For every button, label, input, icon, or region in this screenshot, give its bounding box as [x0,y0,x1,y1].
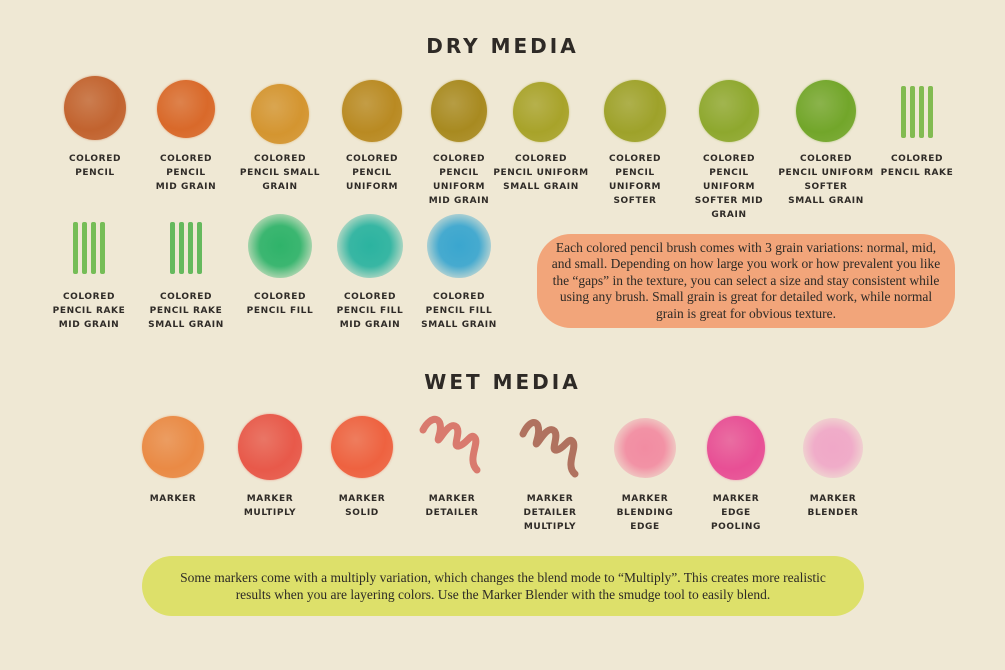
squiggle-stroke [419,416,481,474]
swatch-blob [331,416,393,478]
swatch-blob [251,84,309,144]
swatch-label: MARKER DETAILER [425,494,479,518]
swatch-label: COLORED PENCIL SMALL GRAIN [239,154,321,192]
swatch-label: COLORED PENCIL FILL [246,292,314,316]
swatch-label: COLORED PENCIL FILL SMALL GRAIN [421,292,497,330]
swatch-blob [699,80,759,142]
grain-variations-note: Each colored pencil brush comes with 3 g… [537,234,955,328]
swatch-blob [342,80,402,142]
swatch-label: COLORED PENCIL RAKE MID GRAIN [52,292,126,330]
swatch-blob [604,80,666,142]
rake-strokes [901,86,933,138]
swatch-label: MARKER EDGE POOLING [710,494,762,532]
swatch-blob [142,416,204,478]
swatch-label: MARKER [149,494,197,504]
wet-media-title: WET MEDIA [424,370,581,394]
swatch-blob [707,416,765,480]
swatch-blob [614,418,676,478]
swatch-label: MARKER BLENDING EDGE [616,494,674,532]
swatch-label: COLORED PENCIL UNIFORM SOFTER MID GRAIN [694,154,764,220]
swatch-label: MARKER BLENDER [807,494,859,518]
swatch-label: COLORED PENCIL RAKE SMALL GRAIN [148,292,224,330]
swatch-blob [513,82,569,142]
swatch-blob [248,214,312,278]
grain-variations-text: Each colored pencil brush comes with 3 g… [551,239,941,321]
rake-strokes [170,222,202,274]
swatch-label: MARKER SOLID [338,494,386,518]
swatch-label: COLORED PENCIL UNIFORM SMALL GRAIN [493,154,589,192]
swatch-label: MARKER MULTIPLY [243,494,297,518]
swatch-blob [157,80,215,138]
swatch-blob [803,418,863,478]
squiggle-stroke [519,419,579,478]
swatch-label: COLORED PENCIL RAKE [880,154,954,178]
multiply-variation-text: Some markers come with a multiply variat… [180,570,826,602]
swatch-label: COLORED PENCIL MID GRAIN [155,154,217,192]
swatch-blob [64,76,126,140]
swatch-label: MARKER DETAILER MULTIPLY [523,494,577,532]
rake-strokes [73,222,105,274]
swatch-blob [427,214,491,278]
swatch-blob [337,214,403,278]
swatch-label: COLORED PENCIL UNIFORM SOFTER SMALL GRAI… [778,154,874,206]
swatch-label: COLORED PENCIL UNIFORM SOFTER [608,154,662,206]
swatch-blob [238,414,302,480]
swatch-label: COLORED PENCIL FILL MID GRAIN [336,292,404,330]
swatch-label: COLORED PENCIL UNIFORM [345,154,399,192]
multiply-variation-note: Some markers come with a multiply variat… [142,556,864,616]
dry-media-title: DRY MEDIA [426,34,579,58]
swatch-blob [431,80,487,142]
swatch-blob [796,80,856,142]
swatch-label: COLORED PENCIL [68,154,122,178]
swatch-label: COLORED PENCIL UNIFORM MID GRAIN [428,154,490,206]
